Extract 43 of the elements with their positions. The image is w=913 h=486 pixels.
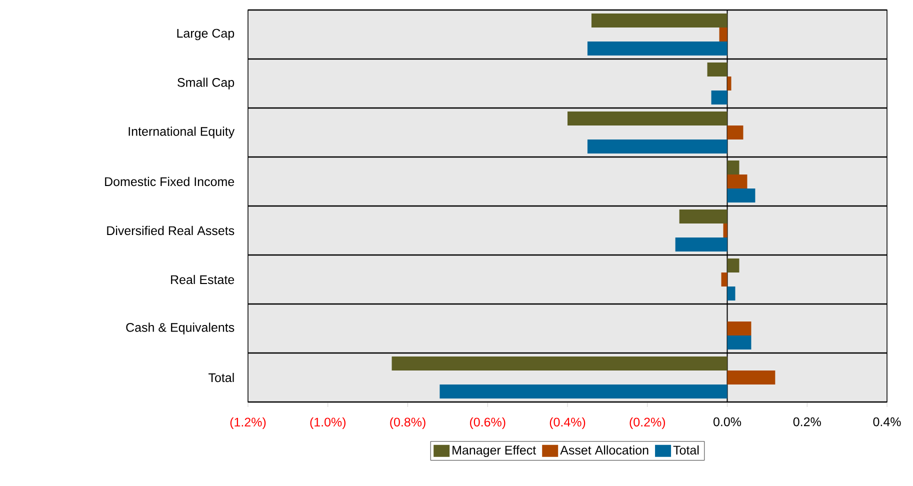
bar — [727, 174, 748, 188]
x-tick-label: (0.4%) — [550, 417, 586, 430]
bar — [719, 28, 728, 42]
bar — [707, 62, 728, 76]
x-tick-label: (1.2%) — [230, 417, 266, 430]
legend-label: Asset Allocation — [560, 445, 648, 455]
bar — [587, 140, 728, 154]
bar — [587, 42, 728, 56]
bar — [568, 112, 728, 126]
bar — [727, 76, 732, 90]
bar — [727, 286, 736, 301]
y-tick-label: Diversified Real Assets — [107, 226, 234, 236]
x-tick-label: (1.0%) — [310, 417, 346, 430]
bar — [675, 238, 728, 252]
x-tick-label: 0.4% — [873, 417, 901, 426]
y-tick-label: Small Cap — [178, 78, 234, 90]
bar — [727, 188, 756, 203]
bar — [727, 370, 776, 385]
y-tick-label: Real Estate — [171, 274, 234, 284]
bar — [392, 356, 728, 371]
bar — [591, 14, 728, 28]
y-tick-label: Large Cap — [177, 28, 234, 40]
bar — [727, 336, 752, 350]
x-tick-label: 0.0% — [713, 417, 742, 426]
bar — [727, 160, 740, 174]
bar — [440, 384, 728, 399]
bar — [727, 322, 752, 336]
x-tick-label: (0.8%) — [390, 417, 426, 430]
bar — [679, 210, 728, 224]
bar — [721, 272, 728, 287]
legend-label: Manager Effect — [452, 445, 536, 458]
y-tick-label: Cash & Equivalents — [126, 322, 234, 334]
x-tick-label: (0.6%) — [470, 417, 506, 430]
y-tick-label: International Equity — [128, 126, 235, 138]
bar — [723, 224, 728, 238]
y-tick-label: Domestic Fixed Income — [105, 176, 234, 186]
bar — [727, 126, 744, 140]
y-tick-label: Total — [208, 372, 234, 382]
legend-label: Total — [673, 445, 699, 455]
x-tick-label: (0.2%) — [630, 417, 666, 430]
bar — [711, 90, 728, 104]
bar — [727, 258, 740, 273]
x-tick-label: 0.2% — [793, 417, 821, 426]
